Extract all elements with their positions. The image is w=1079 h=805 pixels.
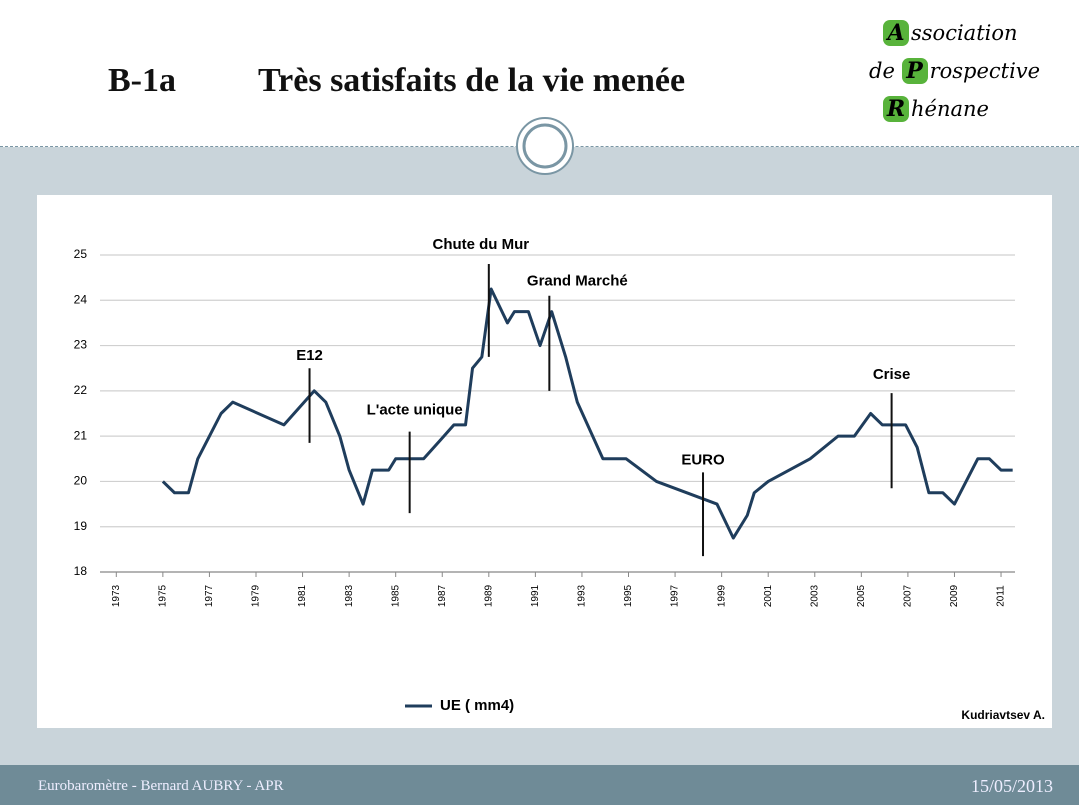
y-tick-label: 25 [74,247,88,261]
ornament [516,117,574,175]
x-tick-label: 2003 [809,584,820,607]
logo-text: ssociation [911,21,1018,45]
credit: Kudriavtsev A. [961,708,1045,722]
y-tick-label: 23 [74,338,88,352]
footer-date: 15/05/2013 [970,776,1053,796]
logo-letter: A [883,20,909,46]
logo-text: rospective [929,59,1041,83]
x-tick-label: 2009 [949,584,960,607]
chart-panel [37,195,1052,728]
annotation-label: Chute du Mur [432,236,529,253]
x-tick-label: 1993 [577,584,588,607]
legend-label: UE ( mm4) [440,697,514,714]
data-line [161,287,1013,540]
slide-title: Très satisfaits de la vie menée [258,62,686,99]
x-tick-label: 1989 [483,584,494,607]
chart: 18 19 20 21 22 23 24 25 1973 1975 1977 1979 1981 1983… [74,236,1045,722]
y-tick-label: 20 [74,474,88,488]
annotation-label: EURO [681,451,725,468]
annotation-label: E12 [296,347,323,364]
x-tick-label: 1985 [390,584,401,607]
x-tick-label: 1995 [623,584,634,607]
x-tick-label: 1987 [437,584,448,607]
y-tick-label: 24 [74,292,88,306]
x-tick-label: 1981 [297,584,308,607]
y-tick-label: 19 [74,519,88,533]
x-tick-label: 1997 [670,584,681,607]
x-tick-label: 2005 [856,584,867,607]
logo-letter: R [883,96,909,122]
x-tick-label: 2011 [996,585,1007,607]
x-tick-label: 1975 [158,584,169,607]
annotation-label: Crise [873,366,911,383]
logo-letter: P [901,58,928,84]
y-tick-label: 18 [74,564,88,578]
x-tick-label: 1973 [111,584,122,607]
x-tick-label: 1977 [204,584,215,607]
y-tick-label: 21 [74,428,88,442]
logo-text: de [869,59,895,83]
annotation-label: L'acte unique [367,402,463,419]
footer-left: Eurobaromètre - Bernard AUBRY - APR [38,778,284,794]
footer: Eurobaromètre - Bernard AUBRY - APR 15/0… [0,765,1079,805]
x-tick-label: 1979 [251,584,262,607]
x-tick-label: 1991 [530,584,541,607]
y-tick-label: 22 [74,383,88,397]
logo-text: hénane [911,97,989,121]
slide-code: B-1a [108,62,176,99]
x-tick-label: 1983 [344,584,355,607]
x-tick-label: 1999 [716,584,727,607]
x-tick-label: 2007 [903,584,914,607]
annotation-label: Grand Marché [527,273,628,290]
x-tick-label: 2001 [763,584,774,607]
